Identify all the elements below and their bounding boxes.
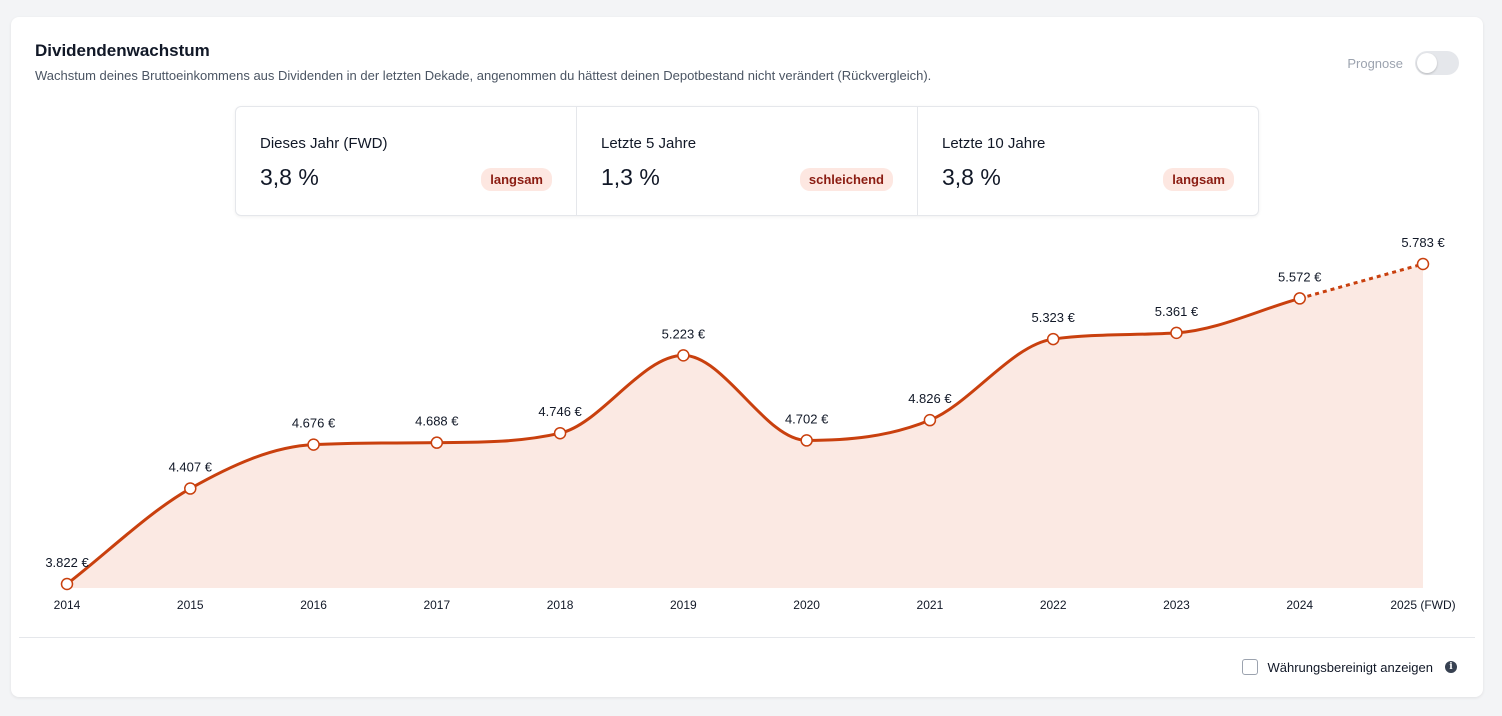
data-point[interactable] [1293,292,1306,305]
data-label: 5.223 € [662,326,706,341]
data-point[interactable] [923,413,937,427]
stat-badge: schleichend [799,168,893,191]
x-tick-label: 2016 [300,598,327,612]
x-tick-label: 2021 [917,598,944,612]
x-tick-label: 2017 [423,598,450,612]
data-label: 4.702 € [785,411,829,426]
data-label: 4.688 € [415,414,459,429]
data-point[interactable] [60,577,74,591]
x-tick-label: 2023 [1163,598,1190,612]
data-label: 5.323 € [1031,310,1075,325]
data-point[interactable] [1046,332,1060,346]
stat-value: 3,8 % [260,164,319,190]
currency-adjusted-label[interactable]: Währungsbereinigt anzeigen [1267,659,1434,675]
stat-label: Letzte 10 Jahre [942,135,1046,152]
data-label: 4.826 € [908,391,952,406]
stat-value: 1,3 % [601,164,660,190]
dividend-growth-chart: 3.822 € 2014 4.407 € 2015 4.676 € 2016 4.688 €… [45,235,1455,612]
x-tick-label: 2020 [793,598,820,612]
toggle-knob [1417,53,1437,73]
stat-label: Letzte 5 Jahre [601,135,697,152]
data-point[interactable] [307,438,320,451]
data-label: 5.783 € [1401,235,1445,250]
x-tick-label: 2022 [1040,598,1067,612]
forecast-toggle-label: Prognose [1347,55,1403,71]
stat-this-year: Dieses Jahr (FWD) 3,8 % langsam [236,107,577,215]
data-point[interactable] [677,349,690,362]
data-label: 5.361 € [1155,304,1199,319]
stat-last-5-years: Letzte 5 Jahre 1,3 % schleichend [577,107,918,215]
stat-last-10-years: Letzte 10 Jahre 3,8 % langsam [918,107,1258,215]
data-point[interactable] [553,426,567,440]
dividend-growth-card: Dividendenwachstum Wachstum deines Brutt… [11,17,1483,697]
footer-divider [19,637,1475,638]
info-icon[interactable]: i [1445,661,1457,673]
x-tick-label: 2014 [54,598,81,612]
x-tick-label: 2015 [177,598,204,612]
data-point[interactable] [430,436,444,449]
data-label: 5.572 € [1278,269,1322,284]
stat-value: 3,8 % [942,164,1001,190]
stats-panel: Dieses Jahr (FWD) 3,8 % langsam Letzte 5… [235,106,1259,216]
forecast-toggle[interactable] [1415,51,1459,75]
data-point[interactable] [1416,257,1430,271]
forecast-line [1299,262,1424,300]
stat-badge: langsam [481,168,552,191]
data-point[interactable] [184,482,197,495]
data-label: 4.746 € [538,404,582,419]
data-label: 3.822 € [45,555,89,570]
currency-adjusted-option: Währungsbereinigt anzeigen i [1241,659,1457,675]
card-subtitle: Wachstum deines Bruttoeinkommens aus Div… [35,68,932,83]
currency-adjusted-checkbox[interactable] [1241,659,1258,675]
data-point[interactable] [1170,326,1183,340]
data-label: 4.676 € [292,416,336,431]
area-fill [67,264,1423,588]
stat-label: Dieses Jahr (FWD) [260,135,388,152]
x-tick-label: 2019 [670,598,697,612]
stat-badge: langsam [1163,168,1234,191]
x-tick-label: 2018 [547,598,574,612]
forecast-toggle-group: Prognose [1347,51,1459,75]
x-tick-label: 2024 [1286,598,1313,612]
data-label: 4.407 € [169,460,213,475]
x-tick-label: 2025 (FWD) [1390,598,1455,612]
data-point[interactable] [800,434,813,447]
card-title: Dividendenwachstum [35,41,210,60]
